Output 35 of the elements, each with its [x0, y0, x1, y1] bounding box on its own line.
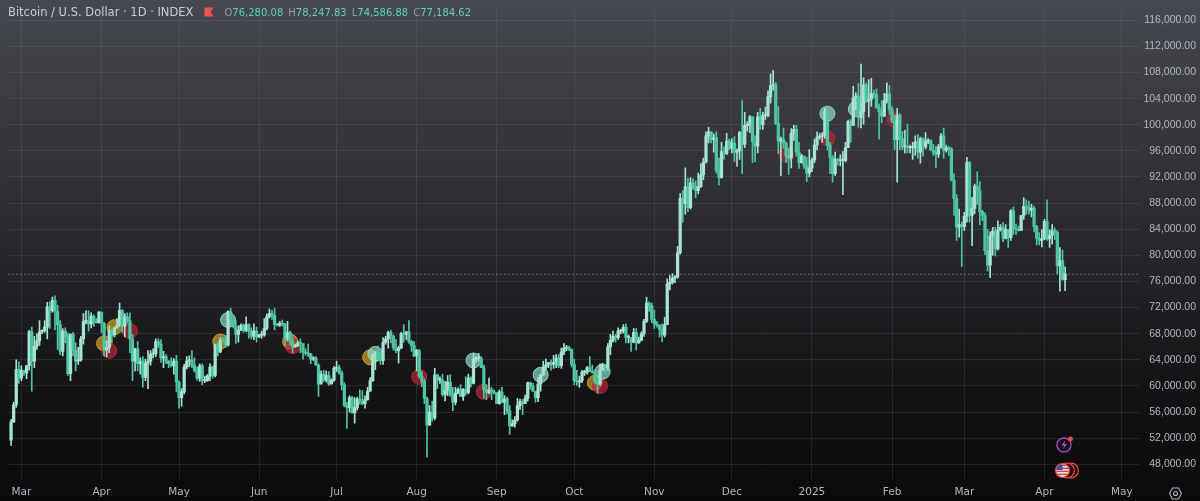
y-tick-label: 52,000.00 — [1149, 431, 1197, 444]
chart-title: Bitcoin / U.S. Dollar · 1D · INDEX — [8, 5, 194, 19]
y-tick-label: 108,000.00 — [1143, 65, 1197, 78]
y-tick-label: 76,000.00 — [1149, 274, 1197, 287]
x-tick-label: Feb — [882, 485, 902, 498]
x-tick-label: Jun — [249, 485, 268, 498]
y-tick-label: 88,000.00 — [1149, 196, 1197, 208]
x-tick-label: May — [168, 485, 190, 498]
x-tick-label: Aug — [406, 485, 427, 498]
y-tick-label: 68,000.00 — [1149, 326, 1197, 339]
y-tick-label: 100,000.00 — [1143, 117, 1197, 130]
x-tick-label: Jul — [329, 485, 343, 498]
x-tick-label: Apr — [1035, 485, 1055, 498]
y-tick-label: 92,000.00 — [1149, 169, 1197, 182]
x-tick-label: Nov — [644, 485, 665, 498]
x-tick-label: Mar — [954, 485, 975, 498]
y-tick-label: 80,000.00 — [1149, 248, 1197, 261]
x-tick-label: Apr — [92, 485, 112, 498]
x-tick-label: Oct — [565, 485, 584, 498]
y-tick-label: 72,000.00 — [1149, 300, 1197, 313]
x-tick-label: 2025 — [798, 485, 826, 498]
y-tick-label: 112,000.00 — [1144, 39, 1197, 52]
chart-subtitle: O76,280.08 H78,247.83 L74,586.88 C77,184.62 — [224, 6, 472, 18]
y-tick-label: 116,000.00 — [1144, 13, 1197, 26]
y-tick-label: 64,000.00 — [1149, 352, 1197, 365]
y-tick-label: 48,000.00 — [1149, 457, 1197, 470]
y-tick-label: 56,000.00 — [1149, 404, 1197, 417]
y-tick-label: 60,000.00 — [1149, 378, 1197, 391]
x-tick-label: May — [1111, 485, 1133, 498]
x-tick-label: Dec — [721, 485, 743, 498]
x-tick-label: Sep — [486, 485, 507, 498]
y-tick-label: 96,000.00 — [1149, 143, 1197, 156]
y-tick-label: 84,000.00 — [1149, 222, 1197, 235]
y-tick-label: 104,000.00 — [1143, 91, 1197, 104]
x-tick-label: Mar — [11, 485, 32, 498]
